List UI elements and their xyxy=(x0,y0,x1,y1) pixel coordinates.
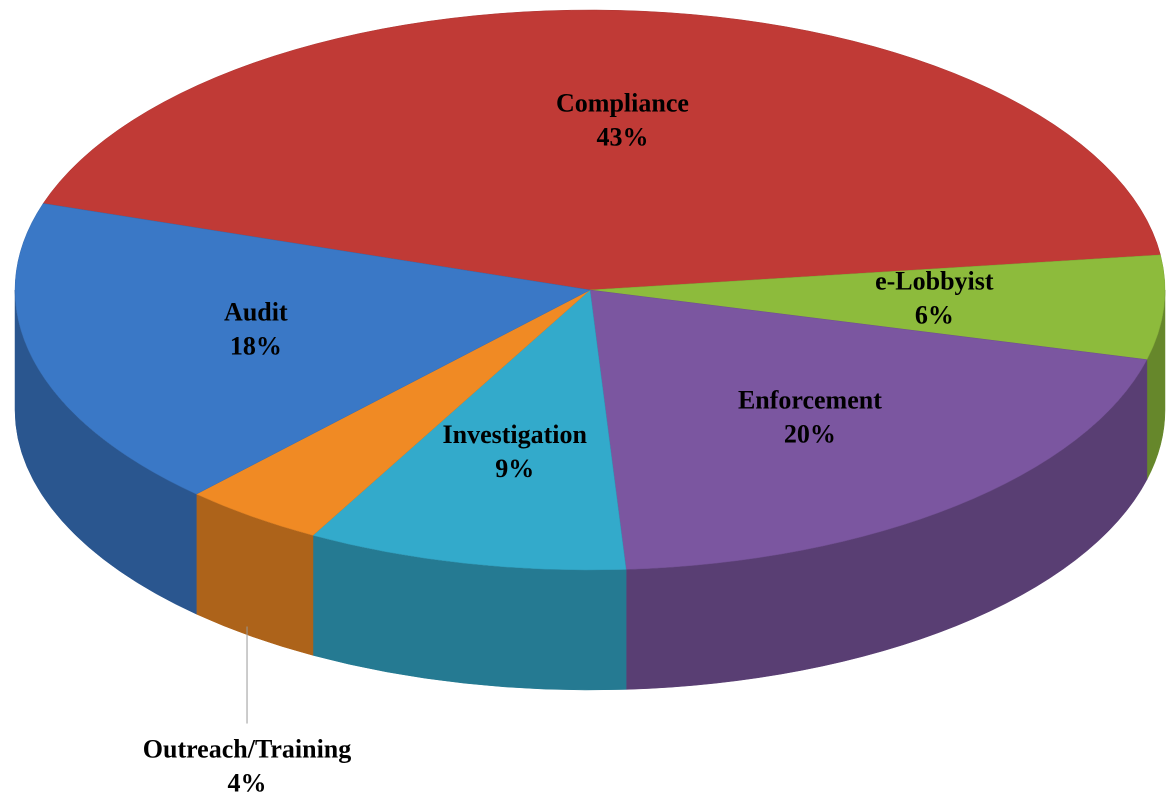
slice-label: Investigation xyxy=(443,420,588,449)
labels: Compliance 43% e-Lobbyist 6% Enforcement 20% I… xyxy=(143,89,994,798)
slice-value-label: 6% xyxy=(915,301,954,330)
slice xyxy=(589,289,1148,570)
slice-value-label: 20% xyxy=(784,419,836,448)
slice xyxy=(312,289,627,571)
slice-value-label: 43% xyxy=(596,123,648,152)
pie-sides xyxy=(14,289,1166,691)
slice-value-label: 4% xyxy=(228,768,267,797)
slice-value-label: 9% xyxy=(495,454,534,483)
slice xyxy=(42,9,1161,291)
pie-tops xyxy=(14,9,1166,571)
slice-label: Enforcement xyxy=(738,385,882,414)
slice xyxy=(589,254,1166,360)
slice-value-label: 18% xyxy=(230,332,282,361)
slice-label: Outreach/Training xyxy=(143,734,352,763)
slice-label: Compliance xyxy=(556,89,689,118)
slice-label: e-Lobbyist xyxy=(875,267,994,296)
slice xyxy=(14,203,591,495)
slice-label: Audit xyxy=(224,298,288,327)
